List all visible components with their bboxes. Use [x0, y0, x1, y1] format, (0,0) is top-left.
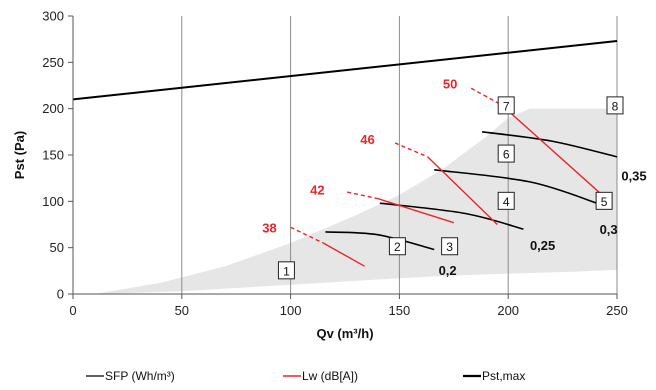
operating-point-label: 6 [503, 148, 510, 162]
plot-area: 0,2 0,25 0,3 0,35 38 42 46 50 1 2 3 4 5 6 7 8 [73, 16, 647, 294]
lw-curve-dashed [395, 143, 428, 157]
lw-curve-label: 46 [360, 132, 374, 147]
pst-max-line [73, 41, 617, 99]
lw-curve-label: 42 [310, 182, 324, 197]
sfp-curve-label: 0,2 [439, 263, 457, 278]
lw-curve-dashed [471, 88, 501, 105]
legend-item-label: SFP (Wh/m³) [105, 369, 175, 383]
operating-point-label: 2 [394, 240, 401, 254]
operating-point-label: 7 [503, 99, 510, 113]
operating-point-label: 4 [503, 195, 510, 209]
lw-curve-dashed [347, 192, 377, 198]
legend: SFP (Wh/m³) Lw (dB[A]) Pst,max [86, 369, 525, 383]
operating-point-label: 1 [283, 264, 290, 278]
x-tick-label: 200 [497, 303, 519, 318]
legend-item-label: Pst,max [482, 369, 525, 383]
y-tick-label: 0 [57, 287, 64, 302]
y-tick-label: 50 [50, 240, 64, 255]
sfp-curve-label: 0,35 [621, 168, 646, 183]
lw-curve-label: 50 [443, 77, 457, 92]
x-tick-label: 150 [389, 303, 411, 318]
y-tick-label: 250 [42, 55, 64, 70]
operating-point-label: 5 [601, 195, 608, 209]
x-tick-label: 50 [175, 303, 189, 318]
y-tick-label: 100 [42, 194, 64, 209]
x-tick-label: 250 [606, 303, 628, 318]
y-tick-label: 300 [42, 9, 64, 24]
y-tick-label: 200 [42, 101, 64, 116]
sfp-curve-label: 0,25 [530, 238, 555, 253]
x-axis-label: Qv (m³/h) [316, 326, 373, 341]
y-axis-label: Pst (Pa) [12, 131, 27, 179]
lw-curve-label: 38 [262, 220, 276, 235]
x-tick-label: 100 [280, 303, 302, 318]
operating-area [95, 109, 617, 294]
operating-point-label: 3 [446, 240, 453, 254]
operating-point-label: 8 [612, 99, 619, 113]
y-tick-label: 150 [42, 148, 64, 163]
legend-item-label: Lw (dB[A]) [302, 369, 358, 383]
x-tick-label: 0 [69, 303, 76, 318]
sfp-curve-label: 0,3 [600, 222, 618, 237]
